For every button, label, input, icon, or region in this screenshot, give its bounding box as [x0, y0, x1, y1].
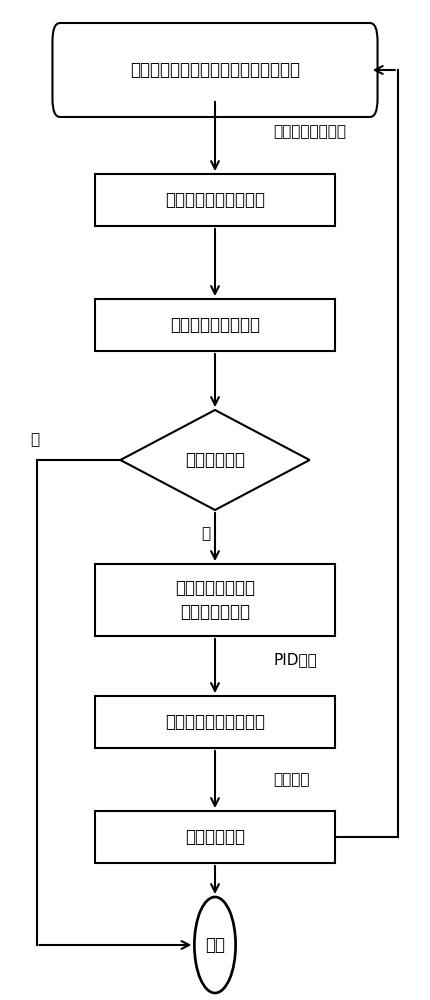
Text: 对流量和转速修正: 对流量和转速修正	[273, 124, 346, 139]
Bar	[95, 299, 335, 351]
Text: 是: 是	[31, 432, 40, 448]
Bar	[95, 174, 335, 226]
FancyBboxPatch shape	[52, 23, 378, 117]
Text: 计算实际压强和目
标压强的偏差量: 计算实际压强和目 标压强的偏差量	[175, 579, 255, 621]
Text: PID控制: PID控制	[273, 652, 317, 668]
Text: 是否达到目标: 是否达到目标	[185, 451, 245, 469]
Circle shape	[194, 897, 236, 993]
Bar	[95, 564, 335, 636]
Polygon shape	[120, 410, 310, 510]
Text: 否: 否	[201, 526, 210, 542]
Text: 结束: 结束	[205, 936, 225, 954]
Text: 计算当前的出口压强: 计算当前的出口压强	[170, 316, 260, 334]
Text: 惯性环节: 惯性环节	[273, 772, 310, 788]
Text: 氢气循环泵入口的体积流量和当前转速: 氢气循环泵入口的体积流量和当前转速	[130, 61, 300, 79]
Bar	[95, 811, 335, 863]
Text: 计算新的转速: 计算新的转速	[185, 828, 245, 846]
Bar	[95, 696, 335, 748]
Text: 氢气循环泵特性曲线图: 氢气循环泵特性曲线图	[165, 191, 265, 209]
Text: 计算控制电压的变化量: 计算控制电压的变化量	[165, 713, 265, 731]
